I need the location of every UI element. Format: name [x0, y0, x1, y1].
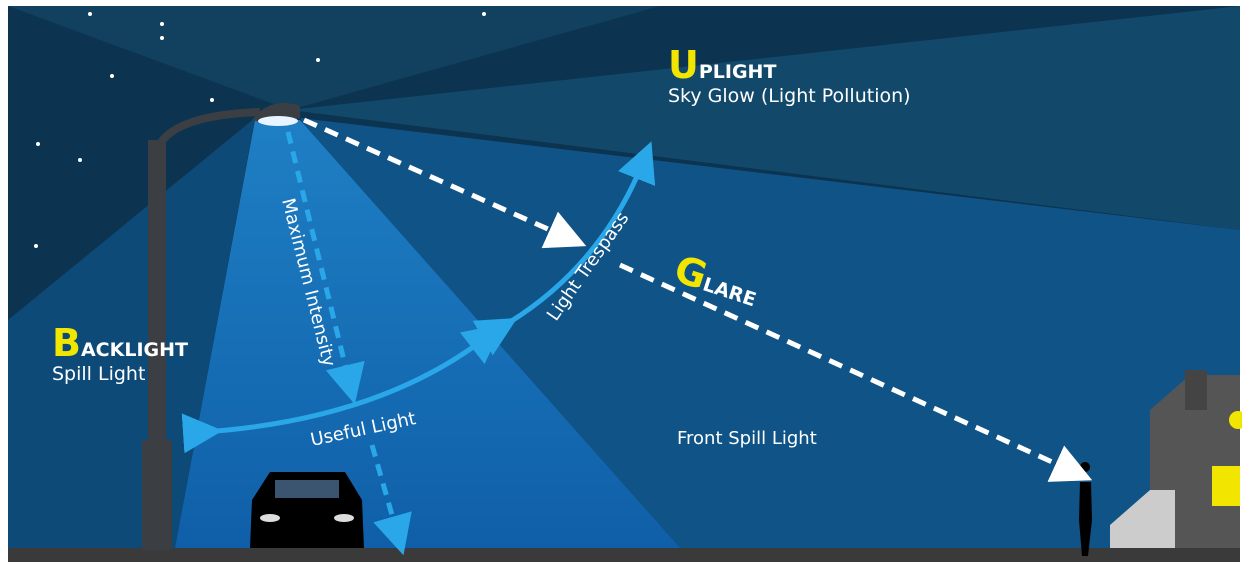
uplight-subtitle: Sky Glow (Light Pollution)	[668, 85, 911, 107]
backlight-subtitle: Spill Light	[52, 363, 145, 385]
light-diagram: UPLIGHT Sky Glow (Light Pollution) BACKL…	[0, 0, 1242, 565]
car	[250, 472, 364, 548]
front-spill-label: Front Spill Light	[677, 428, 817, 449]
ground	[8, 548, 1240, 562]
